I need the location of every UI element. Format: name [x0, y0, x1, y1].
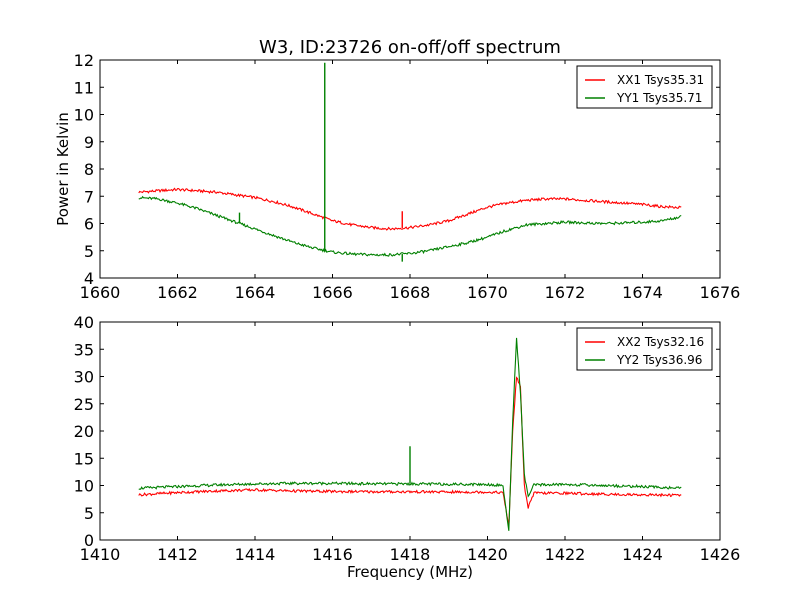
y-tick-label: 11: [74, 78, 94, 97]
x-tick-label: 1422: [545, 545, 586, 564]
x-tick-label: 1410: [80, 545, 121, 564]
y-tick-label: 4: [84, 269, 94, 288]
chart-panels: 1660 1662 1664 1666 1668 1670 1672 1674 1676 4 5 6 7…: [54, 51, 740, 581]
legend-label-2: YY2 Tsys36.96: [616, 353, 702, 367]
y-tick-label: 35: [74, 340, 94, 359]
x-tick-label: 1412: [157, 545, 198, 564]
x-tick-label: 1426: [700, 545, 741, 564]
y-tick-label: 6: [84, 215, 94, 234]
x-tick-label: 1424: [622, 545, 663, 564]
legend-label-1: XX2 Tsys32.16: [617, 335, 704, 349]
x-tick-label: 1668: [390, 283, 431, 302]
y-tick-label: 9: [84, 133, 94, 152]
x-tick-label: 1664: [235, 283, 276, 302]
x-tick-label: 1676: [700, 283, 741, 302]
legend-label-1: XX1 Tsys35.31: [617, 73, 704, 87]
y-axis-title: Power in Kelvin: [54, 112, 72, 226]
x-tick-label: 1670: [467, 283, 508, 302]
y-tick-label: 20: [74, 422, 94, 441]
y-tick-label: 40: [74, 313, 94, 332]
x-tick-label: 1662: [157, 283, 198, 302]
x-axis-title: Frequency (MHz): [347, 563, 473, 581]
y-tick-label: 5: [84, 242, 94, 261]
y-tick-label: 7: [84, 187, 94, 206]
y-tick-label: 8: [84, 160, 94, 179]
y-tick-label: 12: [74, 51, 94, 70]
figure-title: W3, ID:23726 on-off/off spectrum: [259, 37, 561, 58]
x-tick-label: 1672: [545, 283, 586, 302]
y-tick-label: 25: [74, 395, 94, 414]
legend-2: XX2 Tsys32.16 YY2 Tsys36.96: [576, 327, 713, 371]
series-line-1-2: [138, 195, 682, 257]
x-tick-label: 1660: [80, 283, 121, 302]
legend-box: [576, 65, 713, 109]
chart-panel-1: 1660 1662 1664 1666 1668 1670 1672 1674 1676 4 5 6 7…: [54, 51, 740, 302]
chart-panel-2: 1410 1412 1414 1416 1418 1420 1422 1424 1426 0 5 10…: [74, 313, 741, 581]
x-tick-label: 1674: [622, 283, 663, 302]
series-line-1-1: [138, 187, 682, 231]
legend-box: [576, 327, 713, 371]
x-tick-label: 1666: [312, 283, 353, 302]
y-tick-label: 5: [84, 504, 94, 523]
series-line-2-2: [138, 337, 682, 531]
x-tick-label: 1416: [312, 545, 353, 564]
y-tick-label: 10: [74, 477, 94, 496]
legend-1: XX1 Tsys35.31 YY1 Tsys35.71: [576, 65, 713, 109]
x-tick-label: 1418: [390, 545, 431, 564]
y-tick-label: 30: [74, 368, 94, 387]
series-line-2-1: [138, 376, 682, 527]
x-tick-label: 1420: [467, 545, 508, 564]
y-tick-label: 0: [84, 531, 94, 550]
legend-label-2: YY1 Tsys35.71: [616, 91, 702, 105]
x-tick-label: 1414: [235, 545, 276, 564]
y-tick-label: 15: [74, 449, 94, 468]
y-tick-label: 10: [74, 106, 94, 125]
